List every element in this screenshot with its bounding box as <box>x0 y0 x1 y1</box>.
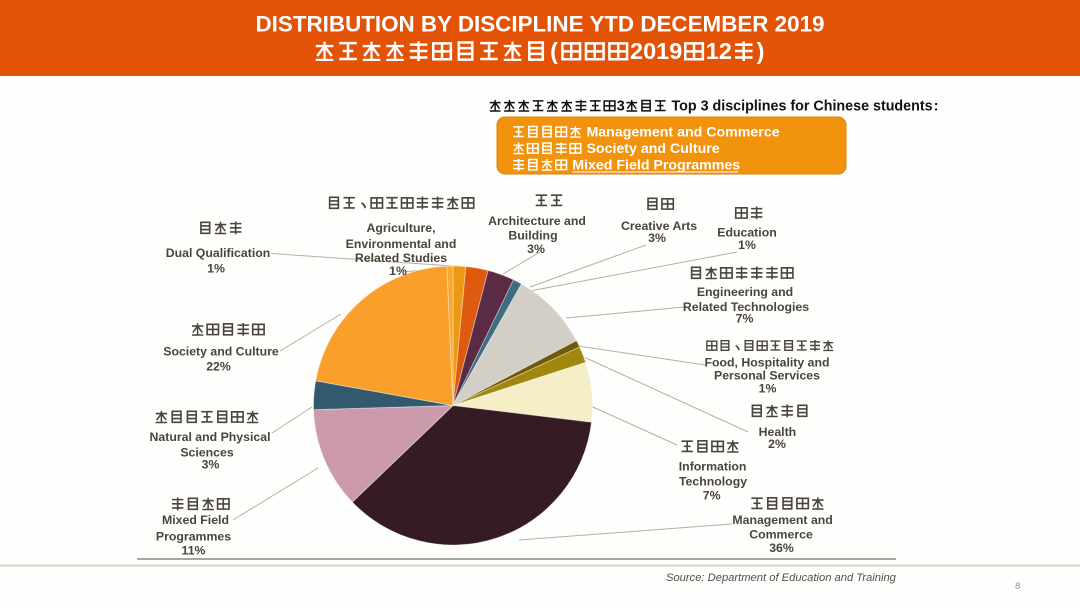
svg-text:Mixed Field Programmes: Mixed Field Programmes <box>568 158 740 174</box>
svg-text:Society and Culture: Society and Culture <box>163 345 279 359</box>
svg-text:): ) <box>757 38 765 64</box>
svg-text:Personal Services: Personal Services <box>714 369 820 383</box>
svg-text:3%: 3% <box>648 231 666 245</box>
svg-text:12: 12 <box>706 38 732 64</box>
svg-text:Society and Culture: Society and Culture <box>583 141 720 157</box>
svg-text:2019: 2019 <box>630 38 682 64</box>
svg-text:Food, Hospitality and: Food, Hospitality and <box>704 356 829 370</box>
svg-text:Commerce: Commerce <box>749 528 813 542</box>
svg-text:1%: 1% <box>207 262 225 276</box>
svg-text:Management and: Management and <box>732 513 832 527</box>
svg-text:Natural and Physical: Natural and Physical <box>150 430 271 444</box>
svg-text:Management and Commerce: Management and Commerce <box>583 125 780 141</box>
svg-text:3%: 3% <box>202 458 220 472</box>
svg-text:Creative Arts: Creative Arts <box>621 219 697 233</box>
svg-text:8: 8 <box>1015 581 1020 592</box>
svg-text:Sciences: Sciences <box>180 446 233 460</box>
svg-text:Environmental and: Environmental and <box>346 237 457 251</box>
svg-text:Building: Building <box>508 229 557 243</box>
svg-text:36%: 36% <box>769 541 794 555</box>
svg-text:Dual Qualification: Dual Qualification <box>166 246 271 260</box>
svg-text:DISTRIBUTION BY DISCIPLINE YTD: DISTRIBUTION BY DISCIPLINE YTD DECEMBER … <box>256 12 825 37</box>
svg-text:Technology: Technology <box>679 474 747 488</box>
svg-text:Architecture and: Architecture and <box>488 214 586 228</box>
svg-text:Health: Health <box>759 425 797 439</box>
svg-text::: : <box>934 99 939 115</box>
svg-text:Related Technologies: Related Technologies <box>683 300 809 314</box>
svg-text:Engineering and: Engineering and <box>697 285 793 299</box>
svg-text:1%: 1% <box>389 264 407 278</box>
svg-text:Information: Information <box>679 460 747 474</box>
svg-text:Education: Education <box>717 226 776 240</box>
svg-text:2%: 2% <box>768 437 786 451</box>
svg-text:Source: Department of Educatio: Source: Department of Education and Trai… <box>666 572 897 584</box>
svg-text:Related Studies: Related Studies <box>355 251 447 265</box>
svg-text:3: 3 <box>617 99 625 115</box>
svg-text:Agriculture,: Agriculture, <box>366 221 435 235</box>
svg-text:Mixed Field: Mixed Field <box>162 513 229 527</box>
svg-text:7%: 7% <box>703 489 721 503</box>
svg-text:(: ( <box>550 38 558 64</box>
svg-text:11%: 11% <box>182 544 206 558</box>
svg-text:3%: 3% <box>527 242 545 256</box>
svg-text:Top 3 disciplines for Chinese: Top 3 disciplines for Chinese students <box>668 99 933 115</box>
svg-text:7%: 7% <box>736 312 754 326</box>
svg-text:22%: 22% <box>206 360 231 374</box>
svg-text:Programmes: Programmes <box>156 530 231 544</box>
svg-text:1%: 1% <box>738 238 756 252</box>
svg-text:1%: 1% <box>759 382 777 396</box>
